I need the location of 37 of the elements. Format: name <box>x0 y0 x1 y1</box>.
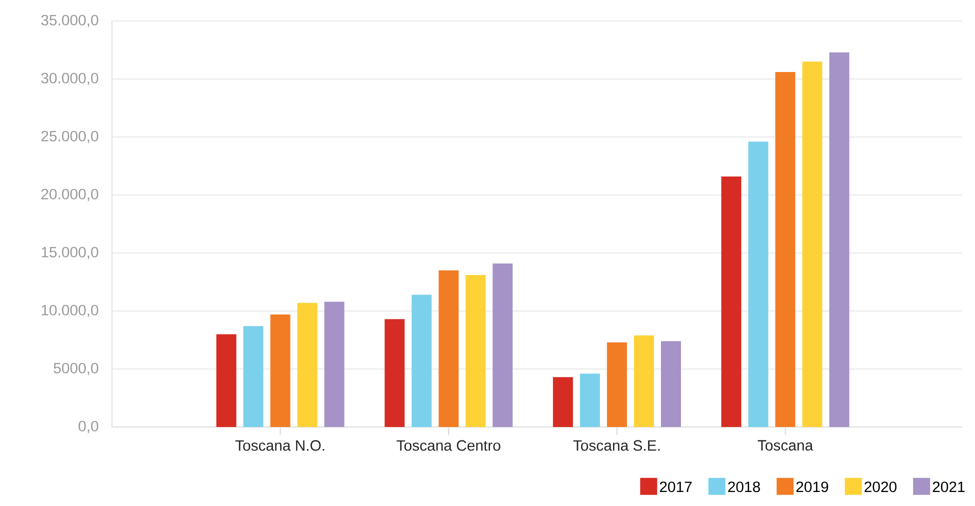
y-tick-label: 5000,0 <box>54 362 98 376</box>
x-tick-label: Toscana S.E. <box>573 440 660 451</box>
bar <box>384 319 405 427</box>
bar <box>297 302 318 427</box>
bar <box>606 342 627 427</box>
legend-label: 2017 <box>660 482 692 492</box>
bar <box>748 142 768 427</box>
bar <box>466 275 486 427</box>
bar <box>324 302 344 427</box>
bar <box>580 374 600 427</box>
bar <box>492 263 513 427</box>
bar <box>243 326 264 427</box>
bar <box>438 270 459 427</box>
bar <box>775 72 796 427</box>
x-tick-label: Toscana N.O. <box>235 440 324 451</box>
y-tick-label: 25.000,0 <box>41 130 98 144</box>
legend-label: 2020 <box>864 482 896 492</box>
x-tick-label: Toscana <box>758 440 814 451</box>
y-tick-label: 10.000,0 <box>42 304 98 318</box>
bar <box>634 335 654 427</box>
bar <box>721 176 742 427</box>
bar <box>270 314 290 427</box>
y-tick-label: 20.000,0 <box>41 188 98 202</box>
x-tick-label: Toscana Centro <box>396 440 500 451</box>
bar <box>216 334 236 427</box>
y-tick-label: 15.000,0 <box>42 246 98 260</box>
legend-label: 2018 <box>728 482 760 492</box>
y-tick-label: 35.000,0 <box>41 14 98 28</box>
y-tick-label: 0,0 <box>78 420 98 434</box>
legend-label: 2021 <box>932 482 965 492</box>
legend-label: 2019 <box>796 482 828 492</box>
bar <box>412 294 432 427</box>
bar <box>660 341 681 427</box>
y-tick-label: 30.000,0 <box>41 72 98 86</box>
bar <box>552 377 573 427</box>
bar <box>802 62 822 427</box>
bar <box>829 52 850 427</box>
